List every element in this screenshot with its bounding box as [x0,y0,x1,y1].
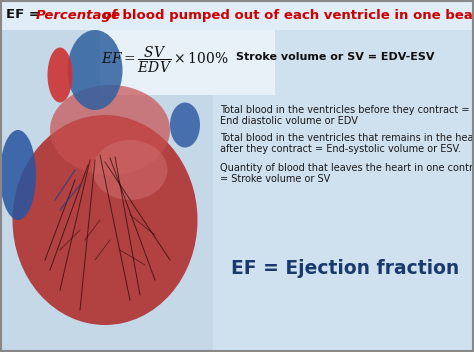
Text: Total blood in the ventricles before they contract =: Total blood in the ventricles before the… [220,105,470,115]
FancyBboxPatch shape [213,0,474,352]
Text: Total blood in the ventricles that remains in the heart: Total blood in the ventricles that remai… [220,133,474,143]
Text: Quantity of blood that leaves the heart in one contraction: Quantity of blood that leaves the heart … [220,163,474,173]
Ellipse shape [92,140,167,200]
Text: of blood pumped out of each ventricle in one beat: of blood pumped out of each ventricle in… [98,8,474,21]
Ellipse shape [170,102,200,147]
FancyBboxPatch shape [0,0,213,352]
FancyBboxPatch shape [0,0,474,30]
Ellipse shape [47,48,73,102]
Text: EF =: EF = [6,8,45,21]
Text: Stroke volume or SV = EDV-ESV: Stroke volume or SV = EDV-ESV [236,52,434,62]
Text: Percentage: Percentage [36,8,121,21]
Text: End diastolic volume or EDV: End diastolic volume or EDV [220,116,358,126]
Ellipse shape [67,30,122,110]
Ellipse shape [0,130,36,220]
Text: EF = Ejection fraction: EF = Ejection fraction [231,258,459,277]
Text: = Stroke volume or SV: = Stroke volume or SV [220,174,330,184]
Ellipse shape [12,115,198,325]
Ellipse shape [50,85,170,175]
Text: after they contract = End-systolic volume or ESV.: after they contract = End-systolic volum… [220,144,461,154]
FancyBboxPatch shape [100,30,275,95]
Text: $EF = \dfrac{SV}{EDV} \times 100\%$: $EF = \dfrac{SV}{EDV} \times 100\%$ [101,45,229,75]
